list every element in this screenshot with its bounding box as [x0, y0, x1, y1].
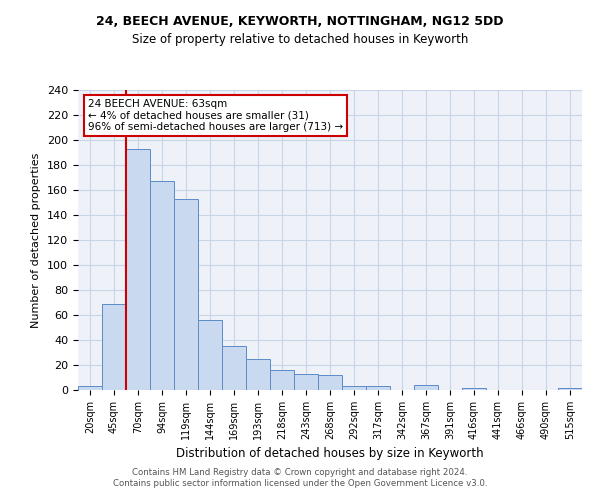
Bar — [198, 320, 222, 390]
Bar — [318, 375, 342, 390]
Text: Size of property relative to detached houses in Keyworth: Size of property relative to detached ho… — [132, 32, 468, 46]
Text: Contains HM Land Registry data © Crown copyright and database right 2024.
Contai: Contains HM Land Registry data © Crown c… — [113, 468, 487, 487]
Bar — [270, 370, 294, 390]
Bar — [366, 386, 390, 390]
Bar — [150, 181, 174, 390]
Bar — [246, 359, 270, 390]
Bar — [558, 388, 582, 390]
Y-axis label: Number of detached properties: Number of detached properties — [31, 152, 41, 328]
Bar — [102, 304, 126, 390]
Text: 24 BEECH AVENUE: 63sqm
← 4% of detached houses are smaller (31)
96% of semi-deta: 24 BEECH AVENUE: 63sqm ← 4% of detached … — [88, 99, 343, 132]
Bar — [342, 386, 366, 390]
Bar — [174, 198, 198, 390]
Bar — [222, 346, 246, 390]
Bar — [294, 374, 318, 390]
Bar — [462, 388, 486, 390]
Bar — [78, 386, 102, 390]
X-axis label: Distribution of detached houses by size in Keyworth: Distribution of detached houses by size … — [176, 448, 484, 460]
Bar — [414, 385, 438, 390]
Text: 24, BEECH AVENUE, KEYWORTH, NOTTINGHAM, NG12 5DD: 24, BEECH AVENUE, KEYWORTH, NOTTINGHAM, … — [96, 15, 504, 28]
Bar — [126, 149, 150, 390]
